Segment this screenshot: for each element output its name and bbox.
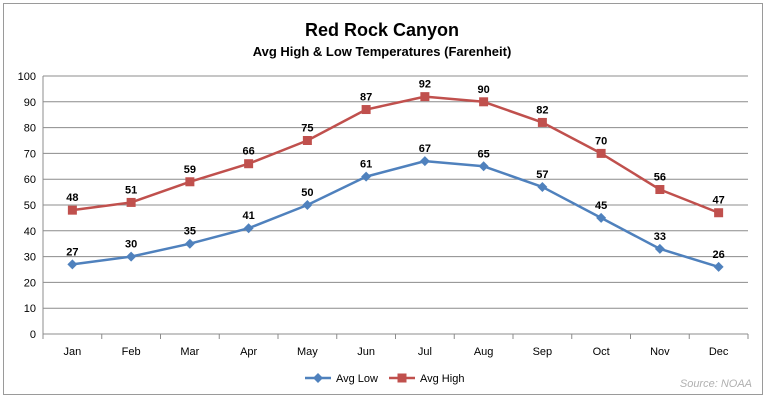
y-tick-label: 40	[24, 226, 36, 238]
avg-low-data-label: 45	[595, 200, 607, 212]
avg-low-data-label: 33	[654, 231, 666, 243]
avg-low-point	[302, 200, 313, 210]
avg-high-data-label: 70	[595, 135, 607, 147]
avg-low-data-label: 67	[419, 143, 431, 155]
avg-high-data-label: 90	[478, 84, 490, 96]
x-tick-label: May	[297, 346, 318, 358]
y-tick-label: 80	[24, 123, 36, 135]
avg-high-data-label: 47	[713, 195, 725, 207]
avg-low-point	[184, 238, 195, 249]
avg-low-data-label: 57	[536, 169, 548, 181]
avg-low-line	[72, 159, 719, 269]
chart-title: Red Rock Canyon	[305, 20, 459, 40]
avg-high-data-label: 87	[360, 92, 372, 104]
avg-high-data-label: 92	[419, 79, 431, 91]
x-tick-label: Jul	[418, 346, 432, 358]
avg-low-point	[243, 223, 254, 234]
y-tick-label: 10	[24, 303, 36, 315]
avg-high-point	[537, 117, 547, 127]
avg-low-point	[361, 171, 372, 182]
source-note: Source: NOAA	[680, 378, 752, 390]
avg-low-legend-label: Avg Low	[336, 373, 378, 385]
avg-high-point	[420, 92, 430, 102]
y-tick-label: 60	[24, 174, 36, 186]
avg-low-point	[478, 161, 489, 172]
avg-low-data-label: 35	[184, 226, 196, 238]
x-tick-label: Apr	[240, 346, 257, 358]
x-tick-label: Dec	[709, 346, 729, 358]
avg-high-data-label: 66	[243, 146, 255, 158]
y-tick-label: 20	[24, 277, 36, 289]
chart-subtitle: Avg High & Low Temperatures (Farenheit)	[253, 44, 512, 59]
avg-high-legend-marker	[397, 373, 407, 383]
avg-high-point	[361, 105, 371, 115]
avg-high-point	[596, 148, 606, 158]
y-tick-label: 70	[24, 148, 36, 160]
avg-low-data-label: 50	[301, 187, 313, 199]
x-tick-label: Feb	[122, 346, 141, 358]
avg-low-data-label: 41	[243, 210, 255, 222]
avg-high-point	[244, 159, 254, 169]
x-tick-label: Jun	[357, 346, 375, 358]
avg-low-data-label: 65	[478, 148, 490, 160]
avg-low-point	[596, 212, 607, 223]
x-tick-label: Sep	[533, 346, 553, 358]
avg-high-data-label: 56	[654, 172, 666, 184]
avg-high-point	[655, 185, 665, 195]
avg-high-data-label: 75	[301, 123, 313, 135]
y-tick-label: 0	[30, 329, 36, 341]
avg-low-data-label: 26	[713, 249, 725, 261]
avg-low-point	[537, 181, 548, 192]
avg-high-legend-label: Avg High	[420, 373, 464, 385]
avg-low-point	[419, 156, 430, 167]
avg-high-point	[185, 177, 195, 187]
avg-high-line	[72, 95, 720, 214]
y-tick-label: 100	[18, 71, 36, 83]
avg-low-point	[713, 261, 724, 272]
avg-high-point	[479, 97, 489, 107]
avg-high-data-label: 59	[184, 164, 196, 176]
x-tick-label: Mar	[180, 346, 199, 358]
avg-low-data-label: 30	[125, 239, 137, 251]
plot-area: 0 10 20 30 40 50 60 70 80 90 100 Jan Feb Mar Apr May Jun…	[18, 71, 749, 358]
y-tick-label: 90	[24, 97, 36, 109]
x-tick-label: Nov	[650, 346, 670, 358]
avg-high-point	[67, 205, 77, 215]
y-tick-label: 50	[24, 200, 36, 212]
avg-high-point	[714, 208, 724, 218]
x-tick-label: Jan	[64, 346, 82, 358]
x-tick-label: Oct	[593, 346, 610, 358]
avg-low-point	[67, 259, 78, 270]
y-tick-label: 30	[24, 252, 36, 264]
avg-high-point	[126, 197, 136, 207]
avg-low-legend-marker	[313, 373, 323, 383]
avg-high-data-label: 51	[125, 184, 137, 196]
avg-low-point	[126, 251, 137, 262]
avg-high-point	[302, 136, 312, 145]
avg-low-data-label: 61	[360, 159, 372, 171]
avg-high-data-label: 48	[66, 192, 78, 204]
legend: Avg Low Avg High	[305, 373, 464, 385]
x-tick-label: Aug	[474, 346, 494, 358]
avg-low-point	[654, 243, 665, 254]
avg-low-data-label: 27	[66, 246, 78, 258]
avg-high-data-label: 82	[536, 104, 548, 116]
